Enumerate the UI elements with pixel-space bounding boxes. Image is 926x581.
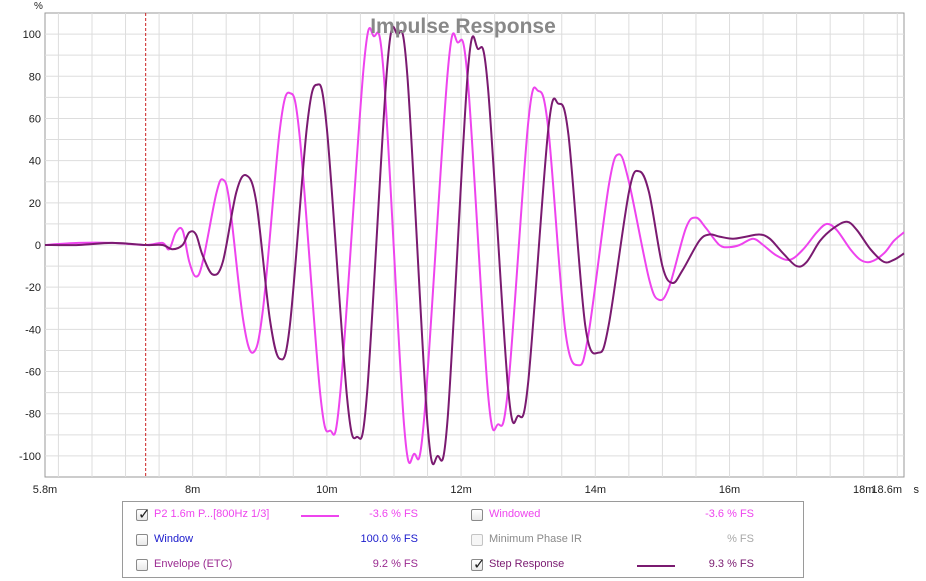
x-tick-label: 8m: [185, 484, 200, 496]
legend-panel: ✓ P2 1.6m P...[800Hz 1/3] -3.6 % FS Wind…: [122, 501, 804, 578]
y-tick-label: 100: [23, 29, 41, 41]
impulse-response-chart[interactable]: 100 80 60 40 20 0 -20 -40 -60 -80 -100 5.8m 8m 10m 12…: [0, 0, 926, 500]
y-tick-label: 20: [29, 198, 41, 210]
x-tick-label: 18m: [853, 484, 874, 496]
y-tick-label: -20: [25, 282, 41, 294]
legend-value-windowed: -3.6 % FS: [705, 508, 754, 520]
y-tick-label: -40: [25, 324, 41, 336]
check-icon: ✓: [138, 505, 151, 523]
legend-checkbox-step-response[interactable]: ✓: [471, 555, 486, 573]
legend-row: ✓ P2 1.6m P...[800Hz 1/3] -3.6 % FS Wind…: [123, 504, 803, 526]
legend-checkbox-windowed[interactable]: [471, 509, 483, 521]
x-tick-label: 10m: [316, 484, 337, 496]
legend-row: Window 100.0 % FS Minimum Phase IR % FS: [123, 529, 803, 551]
grid-lines: [45, 13, 904, 477]
series-line-p2[interactable]: [44, 27, 905, 465]
y-axis-tick-labels: 100 80 60 40 20 0 -20 -40 -60 -80 -100: [19, 29, 41, 463]
legend-value-p2: -3.6 % FS: [369, 508, 418, 520]
check-icon: ✓: [473, 555, 486, 573]
legend-value-window: 100.0 % FS: [360, 533, 418, 545]
legend-label-window: Window: [154, 533, 194, 545]
y-tick-label: 60: [29, 113, 41, 125]
legend-value-envelope: 9.2 % FS: [372, 558, 418, 570]
legend-value-step-response: 9.3 % FS: [708, 558, 754, 570]
x-tick-label: 5.8m: [33, 484, 57, 496]
y-tick-label: -80: [25, 409, 41, 421]
legend-value-minimum-phase: % FS: [727, 533, 754, 545]
legend-checkbox-p2[interactable]: ✓: [136, 505, 151, 523]
y-tick-label: 80: [29, 71, 41, 83]
chart-title: Impulse Response: [370, 15, 556, 38]
y-axis-unit: %: [34, 1, 43, 12]
x-tick-label: 12m: [450, 484, 471, 496]
legend-checkbox-window[interactable]: [136, 534, 148, 546]
legend-swatch-p2: [301, 515, 339, 517]
x-axis-unit: s: [914, 484, 920, 496]
y-tick-label: 40: [29, 156, 41, 168]
legend-checkbox-minimum-phase[interactable]: [471, 534, 483, 546]
series-line-step-response[interactable]: [44, 25, 905, 466]
series-lines: [44, 25, 905, 466]
y-tick-label: 0: [35, 240, 41, 252]
legend-label-minimum-phase: Minimum Phase IR: [489, 533, 582, 545]
legend-label-windowed: Windowed: [489, 508, 541, 520]
legend-label-step-response: Step Response: [489, 558, 565, 570]
x-tick-label: 14m: [585, 484, 606, 496]
y-tick-label: -100: [19, 451, 41, 463]
x-tick-label: 16m: [719, 484, 740, 496]
legend-swatch-step-response: [637, 565, 675, 567]
legend-label-p2: P2 1.6m P...[800Hz 1/3]: [154, 508, 270, 520]
legend-row: Envelope (ETC) 9.2 % FS ✓ Step Response …: [123, 554, 803, 576]
legend-label-envelope: Envelope (ETC): [154, 558, 233, 570]
y-tick-label: -60: [25, 367, 41, 379]
x-tick-label: 18.6m: [871, 484, 902, 496]
legend-checkbox-envelope[interactable]: [136, 559, 148, 571]
